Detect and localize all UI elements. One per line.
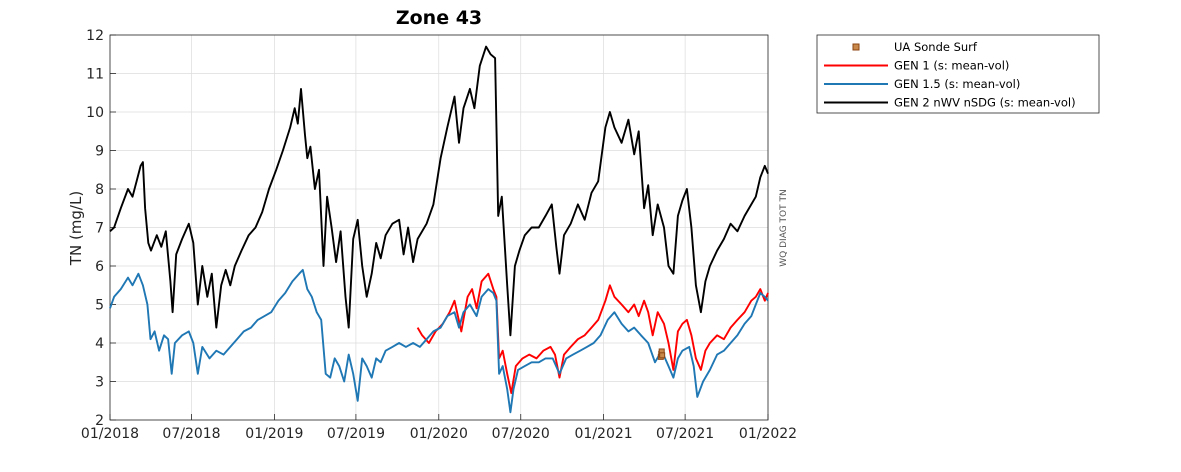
y-tick-label: 6 [95,259,104,275]
legend-entry-label: GEN 2 nWV nSDG (s: mean-vol) [894,96,1076,110]
x-tick-label: 07/2018 [162,426,220,442]
series-line-gen-1-s-mean-vol [416,272,769,395]
series-line-gen-2-nwv-nsdg-s-mean-vol [109,45,769,337]
x-axis: 01/2018 07/2018 01/2019 07/2019 01/2020 07/20… [81,414,797,442]
y-axis: 2 3 4 5 6 7 8 9 10 11 12 [86,28,116,429]
y-tick-label: 11 [86,67,104,83]
side-label: WQ DIAG TOT TN [779,189,789,266]
legend: UA Sonde Surf GEN 1 (s: mean-vol) GEN 1.5 … [816,34,1100,114]
legend-entry-label: UA Sonde Surf [894,40,978,54]
legend-marker [852,43,860,51]
y-tick-label: 5 [95,298,104,314]
y-tick-label: 4 [95,336,104,352]
sonde-marker [659,352,666,359]
x-tick-label: 01/2019 [245,426,303,442]
y-tick-label: 2 [95,413,104,429]
x-tick-label: 07/2021 [656,426,714,442]
series-layer [109,45,769,414]
y-tick-label: 12 [86,28,104,44]
y-tick-label: 7 [95,221,104,237]
y-tick-label: 10 [86,105,104,121]
chart-title: Zone 43 [396,7,482,29]
x-tick-label: 01/2018 [81,426,139,442]
x-tick-label: 01/2022 [739,426,797,442]
legend-entry-label: GEN 1.5 (s: mean-vol) [894,77,1020,91]
x-tick-label: 07/2020 [492,426,550,442]
grid [109,34,769,421]
x-tick-label: 01/2020 [410,426,468,442]
legend-box [816,34,1100,114]
y-tick-label: 9 [95,144,104,160]
x-tick-label: 07/2019 [327,426,385,442]
legend-entry-label: GEN 1 (s: mean-vol) [894,59,1009,73]
y-axis-label: TN (mg/L) [67,191,85,266]
y-tick-label: 3 [95,375,104,391]
y-tick-label: 8 [95,182,104,198]
x-tick-label: 01/2021 [575,426,633,442]
